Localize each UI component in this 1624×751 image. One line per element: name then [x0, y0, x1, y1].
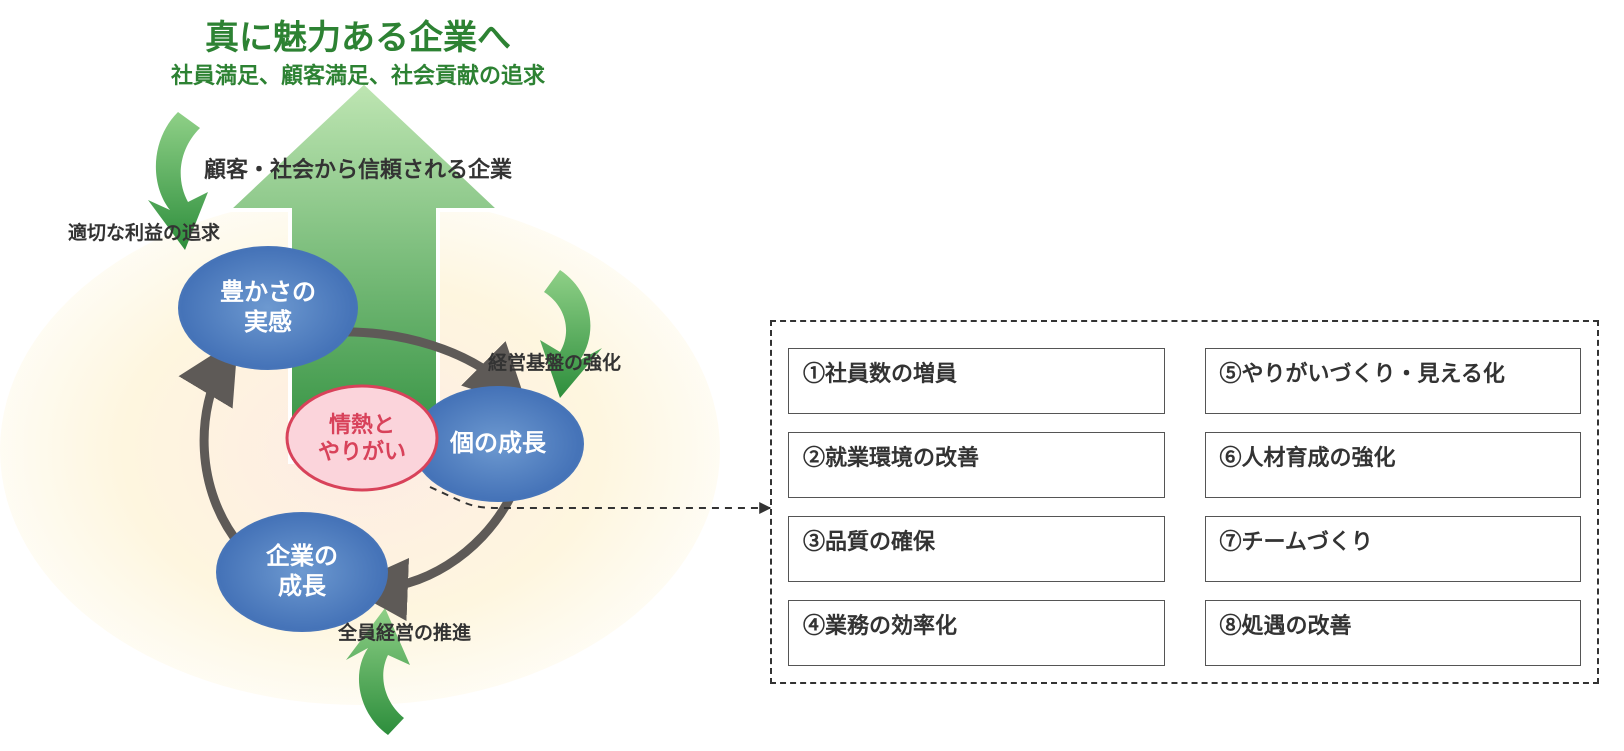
bubble-individual-text: 個の成長 [412, 414, 584, 474]
stage: 真に魅力ある企業へ 社員満足、顧客満足、社会貢献の追求 顧客・社会から信頼される… [0, 0, 1624, 751]
bubble-richness-text: 豊かさの 実感 [178, 268, 358, 348]
action-4: ④業務の効率化 [788, 600, 1165, 666]
bubble-corporate-l1: 企業の [266, 543, 338, 570]
action-8: ⑧処遇の改善 [1205, 600, 1582, 666]
actions-panel: ①社員数の増員 ⑤やりがいづくり・見える化 ②就業環境の改善 ⑥人材育成の強化 … [770, 320, 1599, 684]
diagram-subtitle: 社員満足、顧客満足、社会貢献の追求 [120, 58, 596, 90]
action-2: ②就業環境の改善 [788, 432, 1165, 498]
label-all-mgmt: 全員経営の推進 [338, 618, 471, 645]
bubble-individual-l1: 個の成長 [450, 430, 546, 457]
actions-grid: ①社員数の増員 ⑤やりがいづくり・見える化 ②就業環境の改善 ⑥人材育成の強化 … [788, 348, 1581, 666]
action-5: ⑤やりがいづくり・見える化 [1205, 348, 1582, 414]
bubble-center-text: 情熱と やりがい [288, 404, 436, 472]
action-3: ③品質の確保 [788, 516, 1165, 582]
bubble-center-l1: 情熱と [329, 412, 395, 437]
label-foundation: 経営基盤の強化 [488, 348, 621, 375]
bubble-center-l2: やりがい [318, 439, 406, 464]
diagram-title: 真に魅力ある企業へ [140, 10, 576, 59]
label-profit: 適切な利益の追求 [68, 218, 220, 245]
upper-label: 顧客・社会から信頼される企業 [182, 152, 534, 184]
action-6: ⑥人材育成の強化 [1205, 432, 1582, 498]
bubble-corporate-text: 企業の 成長 [216, 532, 388, 612]
bubble-richness-l2: 実感 [244, 309, 292, 336]
action-7: ⑦チームづくり [1205, 516, 1582, 582]
bubble-richness-l1: 豊かさの [220, 279, 316, 306]
bubble-corporate-l2: 成長 [278, 573, 326, 600]
action-1: ①社員数の増員 [788, 348, 1165, 414]
